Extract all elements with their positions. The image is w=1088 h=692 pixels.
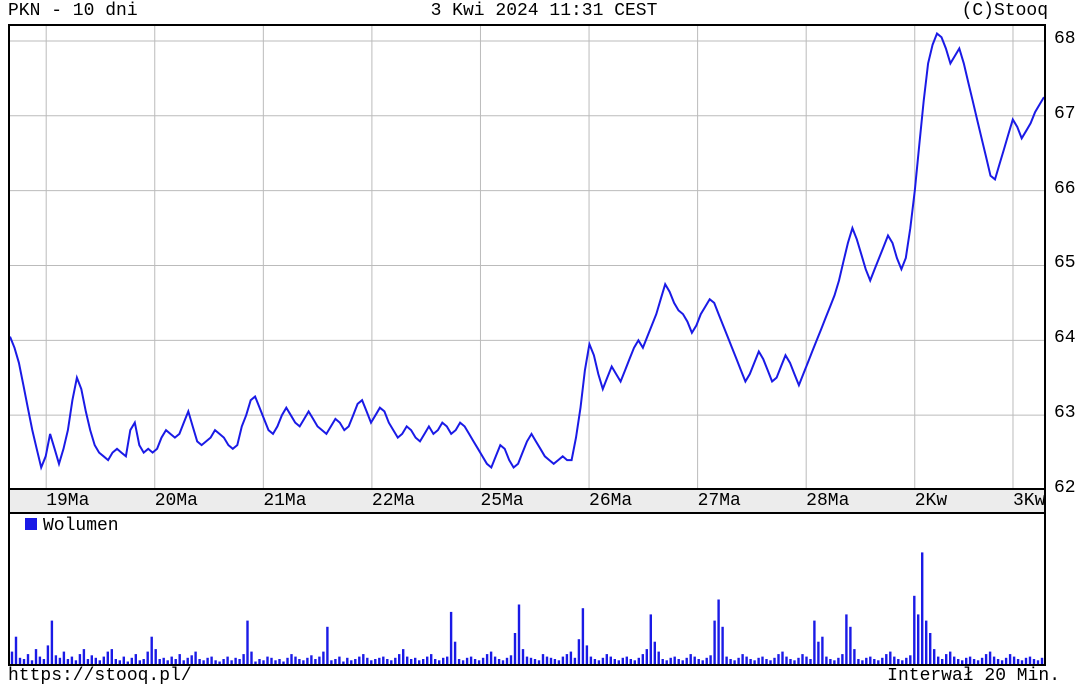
x-tick-label: 20Ma	[155, 491, 198, 511]
volume-chart: Wolumen	[8, 512, 1046, 666]
price-chart	[8, 24, 1046, 492]
x-tick-label: 2Kw	[915, 491, 947, 511]
x-tick-label: 19Ma	[46, 491, 89, 511]
x-tick-label: 26Ma	[589, 491, 632, 511]
y-tick-label: 63	[1054, 403, 1076, 423]
footer-source-url: https://stooq.pl/	[8, 666, 192, 686]
y-tick-label: 67	[1054, 104, 1076, 124]
header-copyright: (C)Stooq	[962, 0, 1048, 22]
y-tick-label: 68	[1054, 29, 1076, 49]
x-tick-label: 21Ma	[263, 491, 306, 511]
y-tick-label: 64	[1054, 328, 1076, 348]
x-tick-label: 22Ma	[372, 491, 415, 511]
y-tick-label: 62	[1054, 478, 1076, 498]
y-tick-label: 66	[1054, 179, 1076, 199]
x-tick-label: 28Ma	[806, 491, 849, 511]
footer-interval: Interwał 20 Min.	[887, 666, 1060, 686]
x-tick-label: 27Ma	[698, 491, 741, 511]
x-tick-label: 3Kw	[1013, 491, 1045, 511]
header-timestamp: 3 Kwi 2024 11:31 CEST	[0, 0, 1088, 22]
x-tick-label: 25Ma	[480, 491, 523, 511]
y-tick-label: 65	[1054, 253, 1076, 273]
